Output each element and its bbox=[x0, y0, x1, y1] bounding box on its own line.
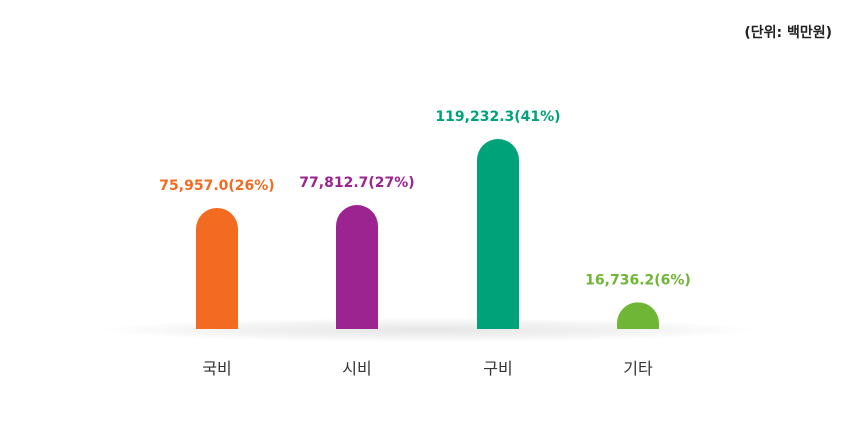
bar-1 bbox=[196, 207, 238, 329]
bar-3 bbox=[477, 139, 519, 329]
bar-2 bbox=[336, 205, 378, 329]
bar-4 bbox=[617, 302, 659, 329]
value-label-1: 75,957.0(26%) bbox=[159, 178, 274, 194]
category-labels-group: 국비 시비 구비 기타 bbox=[202, 359, 653, 378]
bars-group bbox=[196, 139, 659, 329]
value-label-2: 77,812.7(27%) bbox=[299, 175, 414, 191]
category-label-2: 시비 bbox=[342, 359, 371, 378]
value-labels-group: 75,957.0(26%) 77,812.7(27%) 119,232.3(41%)… bbox=[159, 109, 691, 288]
category-label-3: 구비 bbox=[483, 359, 512, 378]
floor-shadow bbox=[98, 318, 758, 342]
value-label-4: 16,736.2(6%) bbox=[585, 272, 691, 288]
value-label-3: 119,232.3(41%) bbox=[435, 109, 560, 125]
category-label-1: 국비 bbox=[202, 359, 231, 378]
unit-note: (단위: 백만원) bbox=[744, 24, 832, 41]
category-label-4: 기타 bbox=[623, 359, 653, 378]
